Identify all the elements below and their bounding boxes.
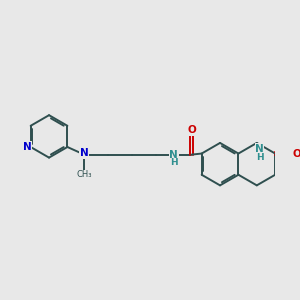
Text: H: H xyxy=(170,158,178,167)
Text: N: N xyxy=(255,144,264,154)
Text: N: N xyxy=(80,148,88,158)
Text: O: O xyxy=(292,148,300,158)
Text: H: H xyxy=(256,153,263,162)
Text: O: O xyxy=(187,125,196,135)
Text: CH₃: CH₃ xyxy=(76,170,92,179)
Text: N: N xyxy=(169,150,178,160)
Text: N: N xyxy=(23,142,32,152)
